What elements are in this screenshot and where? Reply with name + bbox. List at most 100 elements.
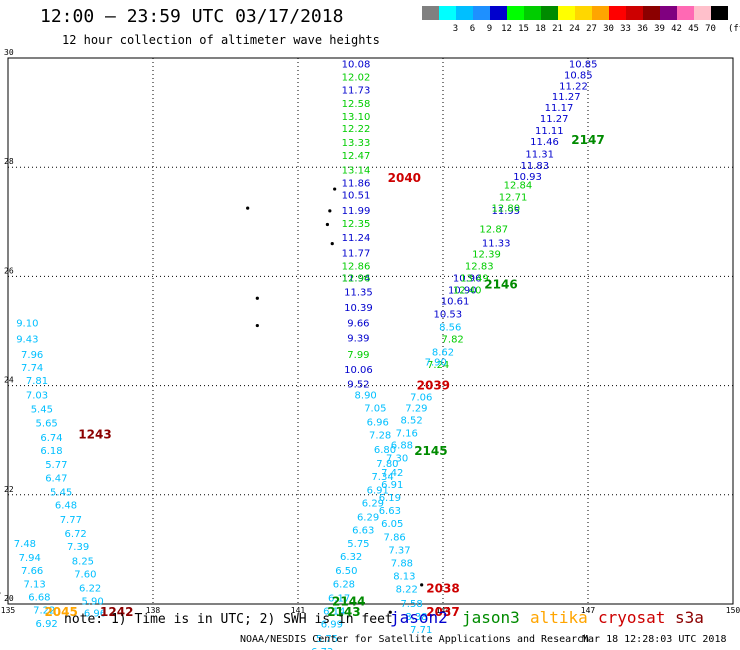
wave-height-value: 10.85 [569,59,598,70]
wave-height-value: 5.75 [347,539,369,550]
legend-label: 21 [552,24,563,34]
x-tick-label: 135 [1,606,16,615]
wave-height-value: 7.24 [427,360,449,371]
wave-height-value: 7.90 [425,358,447,369]
x-tick-label: 138 [146,606,161,615]
wave-height-value: 12.86 [342,261,371,272]
wave-height-value: 6.50 [335,566,357,577]
wave-height-value: 7.16 [396,429,418,440]
wave-height-value: 10.53 [434,310,463,321]
wave-height-value: 13.10 [342,112,371,123]
legend-label: 6 [469,24,476,34]
wave-height-value: 8.25 [72,556,94,567]
wave-height-value: 11.35 [344,288,373,299]
wave-height-value: 6.96 [84,609,106,620]
wave-height-value: 7.77 [60,515,82,526]
wave-height-value: 5.77 [45,460,67,471]
wave-height-value: 5.65 [36,419,58,430]
legend-label: 18 [535,24,546,34]
plot-frame [7,57,734,605]
wave-height-value: 11.77 [342,248,371,259]
satellite-name: s3a [675,608,704,627]
wave-height-value: 7.74 [21,363,43,374]
satellite-name: jason2 [390,608,448,627]
legend-swatch [609,6,626,20]
wave-height-value: 10.85 [564,70,593,81]
legend-swatch [473,6,490,20]
wave-height-value: 6.91 [367,485,389,496]
land-fragment [328,209,332,213]
legend-swatch [507,6,524,20]
wave-height-value: 6.32 [340,552,362,563]
wave-height-value: 10.51 [342,191,371,202]
land-fragment [325,222,330,227]
wave-height-value: 6.92 [36,619,58,630]
y-tick-label: 20 [4,594,14,603]
wave-height-value: 11.94 [342,273,371,284]
wave-height-value: 12.47 [342,151,371,162]
wave-height-value: 12.83 [465,261,494,272]
wave-height-value: 13.14 [342,165,371,176]
track-time-label: 2037 [426,605,459,619]
wave-height-value: 12.58 [342,99,371,110]
x-tick-label: 147 [581,606,596,615]
legend-label: 27 [586,24,597,34]
wave-height-value: 7.60 [74,569,96,580]
wave-height-value: 6.05 [381,519,403,530]
x-tick-label: 144 [436,606,451,615]
legend-label: 33 [620,24,631,34]
x-tick-label: 141 [291,606,306,615]
legend-swatch [694,6,711,20]
wave-height-value: 5.45 [31,405,53,416]
wave-height-value: 11.33 [482,239,511,250]
legend-swatch [558,6,575,20]
wave-height-value: 12.40 [453,286,482,297]
wave-height-value: 6.74 [40,433,62,444]
legend-label: 24 [569,24,580,34]
track-time-label: 2040 [388,171,421,185]
wave-height-value: 11.24 [342,233,371,244]
wave-height-value: 8.52 [400,415,422,426]
wave-height-value: 11.73 [342,86,371,97]
wave-height-value: 12.39 [472,249,501,260]
legend-swatch [626,6,643,20]
track-time-label: 2144 [332,594,365,608]
wave-height-value: 6.63 [352,526,374,537]
wave-height-value: 7.94 [19,553,41,564]
legend-swatch [660,6,677,20]
wave-height-value: 6.91 [381,480,403,491]
wave-height-value: 12.71 [499,193,528,204]
legend-label: 39 [654,24,665,34]
wave-height-value: 12.84 [504,181,533,192]
chart-subtitle: 12 hour collection of altimeter wave hei… [62,33,380,47]
wave-height-value: 6.96 [367,418,389,429]
y-tick-label: 28 [4,157,14,166]
wave-height-value: 8.13 [393,572,415,583]
track-time-label: 2045 [44,605,77,619]
wave-height-value: 7.66 [21,566,43,577]
wave-height-value: 12.96 [342,273,371,284]
wave-height-value: 10.39 [344,303,373,314]
track-time-label: 2145 [414,444,447,458]
wave-height-value: 6.28 [333,579,355,590]
wave-height-value: 10.96 [453,273,482,284]
footer-timestamp: Mar 18 12:28:03 UTC 2018 [582,634,727,645]
wave-height-value: 7.71 [410,625,432,636]
y-tick-label: 24 [4,376,14,385]
wave-height-value: 11.17 [545,103,574,114]
wave-height-value: 7.96 [21,350,43,361]
legend-label: 45 [688,24,699,34]
wave-height-value: 6.99 [321,620,343,631]
wave-height-value: 6.17 [328,593,350,604]
wave-height-value: 11.86 [342,178,371,189]
wave-height-value: 7.48 [14,539,36,550]
wave-height-value: 11.95 [492,206,521,217]
wave-height-value: 12.87 [479,224,508,235]
land-fragment [388,610,392,614]
legend-label: 12 [501,24,512,34]
chart-title: 12:00 – 23:59 UTC 03/17/2018 [40,6,344,27]
wave-height-value: 6.22 [79,584,101,595]
legend-label: 30 [603,24,614,34]
wave-height-value: 7.82 [442,335,464,346]
wave-height-value: 11.99 [342,206,371,217]
